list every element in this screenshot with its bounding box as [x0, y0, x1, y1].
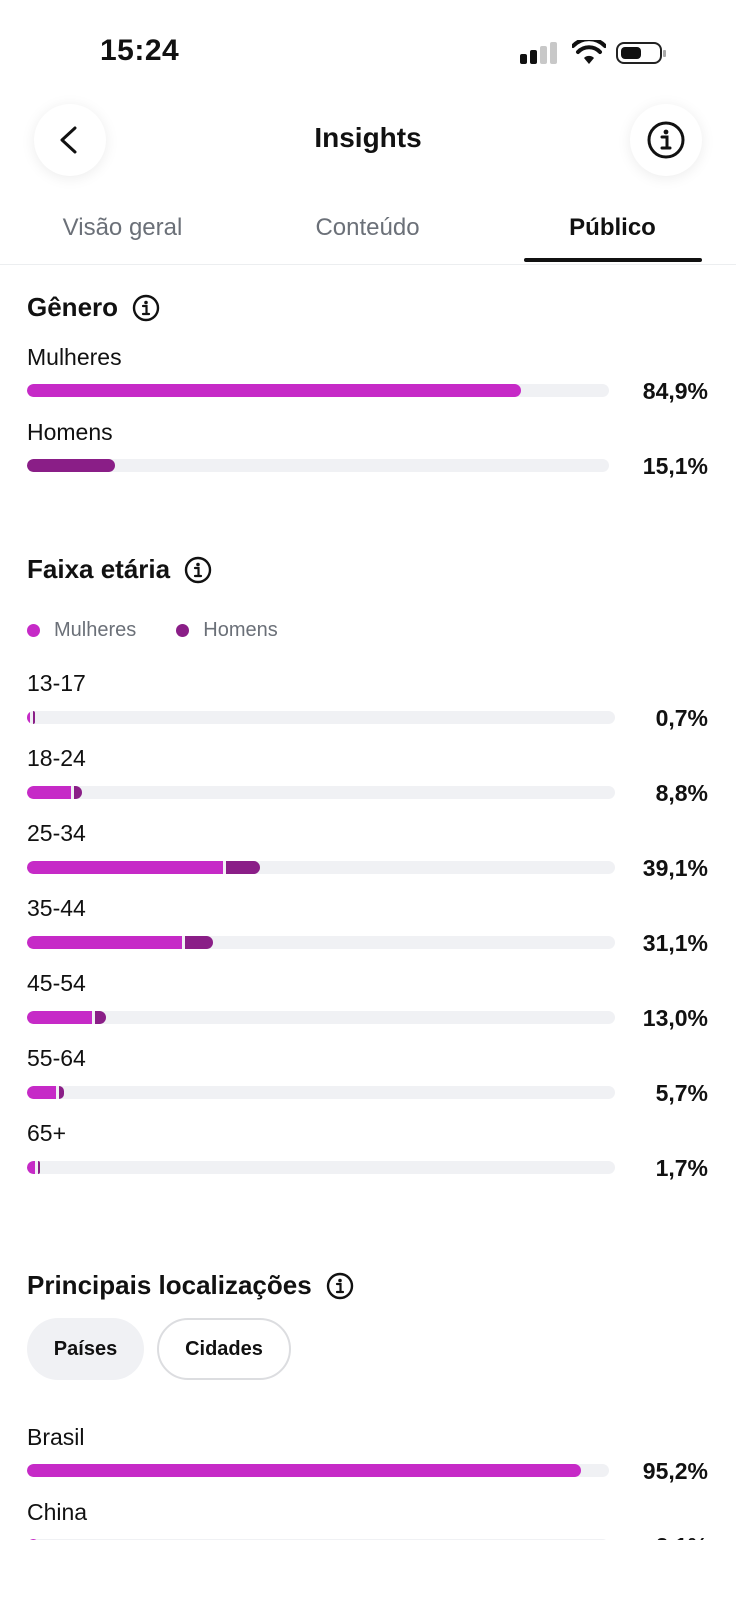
age-title: Faixa etária — [27, 554, 171, 584]
chevron-left-icon — [60, 126, 77, 154]
tab-content[interactable]: Conteúdo — [315, 214, 420, 241]
age-row-percent: 1,7% — [655, 1155, 708, 1181]
legend-men-label: Homens — [203, 619, 278, 641]
status-time: 15:24 — [100, 34, 180, 67]
gender-bar-fill — [27, 384, 522, 397]
age-bar-men — [73, 786, 82, 799]
page-title: Insights — [314, 122, 422, 153]
location-row-label: Brasil — [27, 1424, 85, 1450]
locations-title: Principais localizações — [27, 1270, 312, 1300]
age-bar-women — [27, 711, 30, 724]
age-legend: Mulheres Homens — [27, 619, 278, 642]
age-bar-women — [27, 1011, 92, 1024]
age-row-percent: 13,0% — [642, 1005, 708, 1031]
active-tab-indicator — [524, 258, 702, 262]
back-button[interactable] — [34, 104, 106, 176]
age-row-label: 65+ — [27, 1120, 67, 1146]
info-icon[interactable] — [132, 294, 160, 322]
locations-section-title: Principais localizações — [27, 1270, 354, 1301]
age-row-percent: 8,8% — [655, 780, 708, 806]
age-bar-track — [27, 861, 615, 874]
cellular-signal-icon — [520, 42, 560, 66]
tab-audience[interactable]: Público — [569, 214, 656, 241]
filter-countries-button[interactable]: Países — [27, 1318, 144, 1380]
info-icon[interactable] — [326, 1272, 354, 1300]
age-row-percent: 31,1% — [642, 930, 708, 956]
gender-row-percent: 15,1% — [642, 453, 708, 479]
tab-overview[interactable]: Visão geral — [62, 214, 183, 241]
age-section-title: Faixa etária — [27, 554, 212, 585]
info-icon — [647, 121, 685, 159]
age-row-percent: 0,7% — [655, 705, 708, 731]
tab-bar: Visão geral Conteúdo Público — [0, 196, 736, 265]
location-bar-track — [27, 1464, 609, 1477]
age-row-label: 55-64 — [27, 1045, 86, 1071]
status-bar: 15:24 — [0, 0, 736, 100]
age-row-label: 13-17 — [27, 670, 86, 696]
age-bar-men — [184, 936, 213, 949]
age-bar-men — [38, 1161, 41, 1174]
gender-section-title: Gênero — [27, 292, 160, 323]
age-bar-women — [27, 936, 182, 949]
info-icon[interactable] — [184, 556, 212, 584]
age-bar-men — [94, 1011, 107, 1024]
age-bar-track — [27, 786, 615, 799]
age-bar-women — [27, 1086, 57, 1099]
info-button[interactable] — [630, 104, 702, 176]
age-bar-men — [33, 711, 35, 724]
bottom-fade — [0, 1540, 736, 1600]
filter-cities-button[interactable]: Cidades — [157, 1318, 291, 1380]
age-row-percent: 39,1% — [642, 855, 708, 881]
age-bar-track — [27, 1086, 615, 1099]
location-bar-fill — [27, 1464, 582, 1477]
gender-row-label: Mulheres — [27, 344, 122, 370]
age-bar-men — [59, 1086, 64, 1099]
gender-row-label: Homens — [27, 419, 113, 445]
gender-row-percent: 84,9% — [642, 378, 708, 404]
age-row-label: 45-54 — [27, 970, 86, 996]
women-legend-dot — [27, 624, 40, 637]
age-row-label: 35-44 — [27, 895, 86, 921]
age-bar-women — [27, 861, 223, 874]
age-bar-track — [27, 1161, 615, 1174]
age-row-percent: 5,7% — [655, 1080, 708, 1106]
age-bar-track — [27, 936, 615, 949]
wifi-icon — [572, 40, 606, 64]
age-bar-track — [27, 1011, 615, 1024]
age-bar-track — [27, 711, 615, 724]
gender-bar-track — [27, 459, 609, 472]
age-bar-women — [27, 1161, 36, 1174]
legend-women-label: Mulheres — [54, 619, 137, 641]
age-row-label: 25-34 — [27, 820, 86, 846]
location-row-label: China — [27, 1499, 88, 1525]
gender-bar-track — [27, 384, 609, 397]
age-bar-women — [27, 786, 71, 799]
men-legend-dot — [176, 624, 190, 637]
age-row-label: 18-24 — [27, 745, 86, 771]
location-row-percent: 95,2% — [642, 1458, 708, 1484]
gender-title: Gênero — [27, 292, 119, 322]
battery-icon — [616, 42, 666, 64]
gender-bar-fill — [27, 459, 115, 472]
age-bar-men — [225, 861, 260, 874]
